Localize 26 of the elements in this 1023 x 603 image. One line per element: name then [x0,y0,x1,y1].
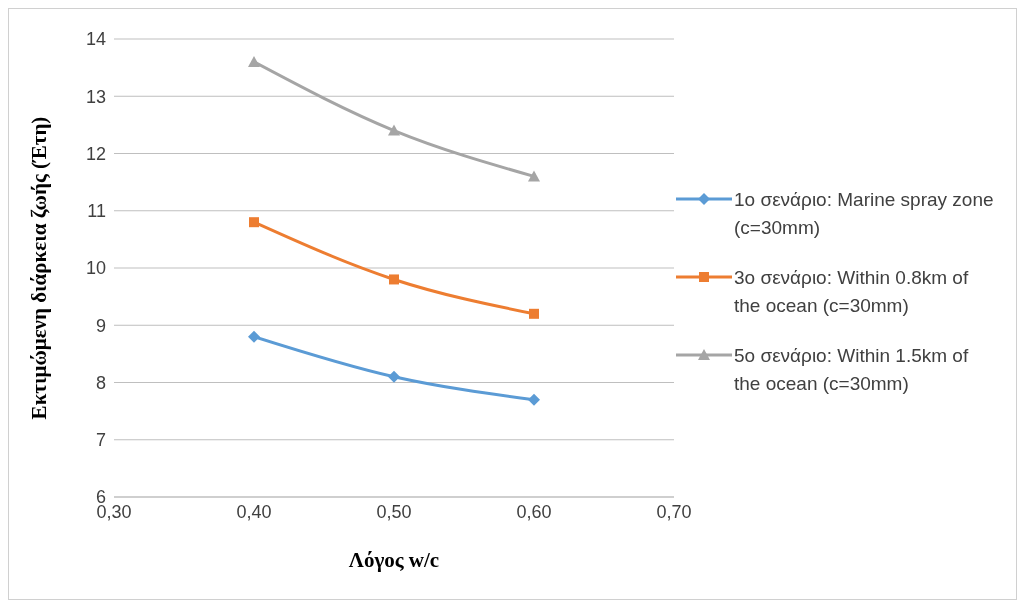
x-axis-title: Λόγος w/c [348,548,440,572]
legend-label: 1ο σενάριο: Marine spray zone (c=30mm) [734,188,994,240]
point [248,55,260,67]
x-tick-label: 0,60 [516,501,552,522]
point [388,124,400,136]
x-tick-label: 0,40 [236,501,272,522]
x-tick-label: 0,50 [376,501,412,522]
y-tick-label: 12 [85,143,106,164]
point [528,170,540,182]
y-tick-label: 14 [85,29,106,50]
point [389,274,399,285]
y-tick-label: 9 [95,315,106,336]
legend-label: 5ο σενάριο: Within 1.5km of the ocean (c=30mm) [734,344,970,396]
point [529,308,539,319]
y-tick-label: 8 [95,372,106,393]
x-tick-label: 0,70 [656,501,692,522]
point [528,393,540,406]
y-tick-label: 13 [85,86,106,107]
legend-label: 3ο σενάριο: Within 0.8km of the ocean (c=30mm) [734,266,970,318]
point [388,370,400,383]
y-tick-label: 10 [85,258,106,279]
y-tick-label: 11 [87,201,106,222]
y-axis-title: Εκτιμώμενη διάρκεια ζωής (Έτη) [27,116,52,420]
point [248,330,260,343]
y-tick-label: 7 [95,430,106,451]
point [249,217,259,228]
